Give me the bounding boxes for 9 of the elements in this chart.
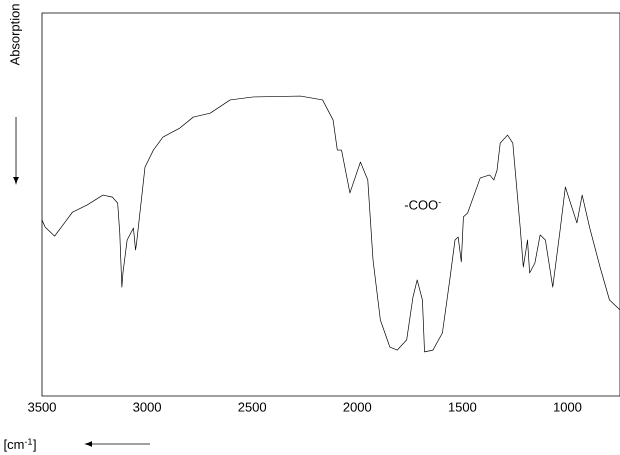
x-tick-label: 2500	[238, 402, 266, 412]
y-axis-title: Absorption	[10, 4, 22, 66]
annotation: -COO$^{-}$	[404, 200, 441, 210]
x-tick-label: 1000	[554, 402, 582, 412]
x-tick-label: 2000	[344, 402, 372, 412]
x-tick-label: 3000	[133, 402, 161, 412]
x-tick-label: 3500	[28, 402, 56, 412]
x-tick-label: 1500	[448, 402, 476, 412]
x-axis-title: [cm$^{-1}$]	[4, 438, 36, 452]
